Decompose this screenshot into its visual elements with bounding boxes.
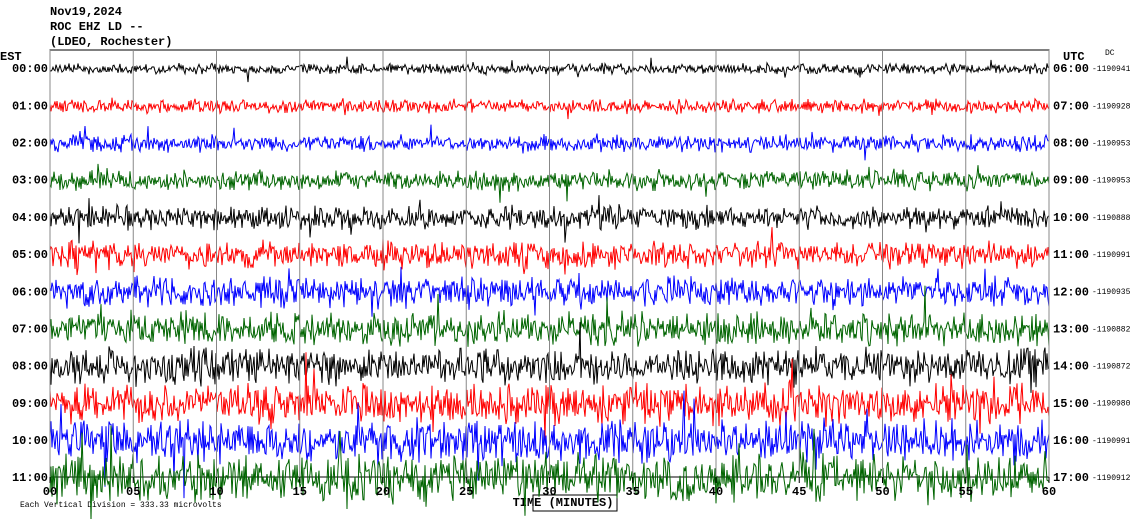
utc-label: 14:00 bbox=[1053, 360, 1089, 374]
dc-value: -1190953 bbox=[1092, 177, 1130, 186]
utc-label: 08:00 bbox=[1053, 137, 1089, 151]
dc-value: -1190888 bbox=[1092, 214, 1130, 223]
est-label: 04:00 bbox=[12, 211, 48, 225]
utc-label: 07:00 bbox=[1053, 99, 1089, 113]
est-label: 10:00 bbox=[12, 434, 48, 448]
est-label: 05:00 bbox=[12, 248, 48, 262]
dc-value: -1190882 bbox=[1092, 325, 1130, 334]
est-label: 00:00 bbox=[12, 62, 48, 76]
est-label: 11:00 bbox=[12, 471, 48, 485]
utc-label: 16:00 bbox=[1053, 434, 1089, 448]
right-axis-title: UTC bbox=[1063, 50, 1085, 64]
est-label: 03:00 bbox=[12, 174, 48, 188]
utc-label: 12:00 bbox=[1053, 285, 1089, 299]
utc-label: 11:00 bbox=[1053, 248, 1089, 262]
x-tick-label: 00 bbox=[43, 485, 57, 499]
dc-value: -1190991 bbox=[1092, 251, 1130, 260]
dc-value: -1190912 bbox=[1092, 474, 1130, 483]
dc-label: DC bbox=[1105, 49, 1115, 58]
x-axis-label: TIME (MINUTES) bbox=[513, 496, 614, 510]
est-label: 09:00 bbox=[12, 397, 48, 411]
utc-label: 09:00 bbox=[1053, 174, 1089, 188]
dc-value: -1190991 bbox=[1092, 437, 1130, 446]
x-label-box bbox=[532, 494, 618, 512]
est-label: 08:00 bbox=[12, 360, 48, 374]
est-label: 02:00 bbox=[12, 137, 48, 151]
left-axis-title: EST bbox=[0, 50, 22, 64]
utc-label: 17:00 bbox=[1053, 471, 1089, 485]
utc-label: 10:00 bbox=[1053, 211, 1089, 225]
station: ROC EHZ LD -- bbox=[50, 20, 144, 34]
x-tick-label: 30 bbox=[542, 485, 556, 499]
utc-label: 06:00 bbox=[1053, 62, 1089, 76]
x-tick-label: 45 bbox=[792, 485, 806, 499]
utc-label: 15:00 bbox=[1053, 397, 1089, 411]
x-tick-label: 15 bbox=[293, 485, 307, 499]
dc-value: -1190928 bbox=[1092, 102, 1130, 111]
dc-value: -1190935 bbox=[1092, 288, 1130, 297]
x-tick-label: 60 bbox=[1042, 485, 1056, 499]
dc-value: -1190953 bbox=[1092, 139, 1130, 148]
date: Nov19,2024 bbox=[50, 5, 122, 19]
est-label: 01:00 bbox=[12, 99, 48, 113]
x-tick-label: 05 bbox=[126, 485, 140, 499]
dc-value: -1190980 bbox=[1092, 400, 1130, 409]
est-label: 06:00 bbox=[12, 285, 48, 299]
x-tick-label: 35 bbox=[626, 485, 640, 499]
utc-label: 13:00 bbox=[1053, 322, 1089, 336]
est-label: 07:00 bbox=[12, 322, 48, 336]
network: (LDEO, Rochester) bbox=[50, 35, 172, 49]
x-tick-label: 10 bbox=[209, 485, 223, 499]
footer: Each Vertical Division = 333.33 microvol… bbox=[20, 501, 222, 510]
x-tick-label: 40 bbox=[709, 485, 723, 499]
dc-value: -1190872 bbox=[1092, 363, 1130, 372]
x-tick-label: 55 bbox=[959, 485, 973, 499]
dc-value: -1190941 bbox=[1092, 65, 1130, 74]
x-tick-label: 20 bbox=[376, 485, 390, 499]
x-tick-label: 25 bbox=[459, 485, 473, 499]
x-tick-label: 50 bbox=[875, 485, 889, 499]
